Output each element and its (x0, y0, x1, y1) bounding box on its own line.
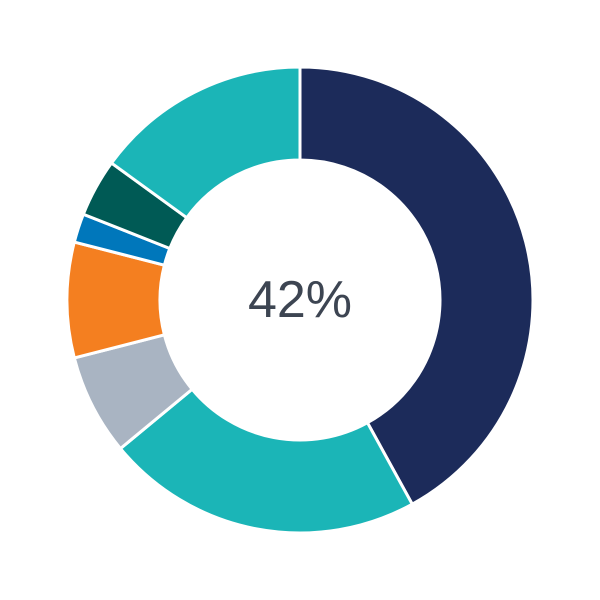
donut-slice-7 (109, 65, 302, 220)
donut-slice-2 (118, 387, 415, 535)
donut-slice-1 (298, 65, 535, 507)
